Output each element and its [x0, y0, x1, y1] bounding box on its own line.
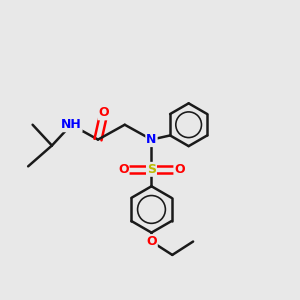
Text: NH: NH — [61, 118, 82, 131]
Text: O: O — [118, 163, 129, 176]
Text: N: N — [146, 133, 157, 146]
Text: O: O — [99, 106, 109, 119]
Text: O: O — [174, 163, 185, 176]
Text: O: O — [146, 235, 157, 248]
Text: S: S — [147, 163, 156, 176]
